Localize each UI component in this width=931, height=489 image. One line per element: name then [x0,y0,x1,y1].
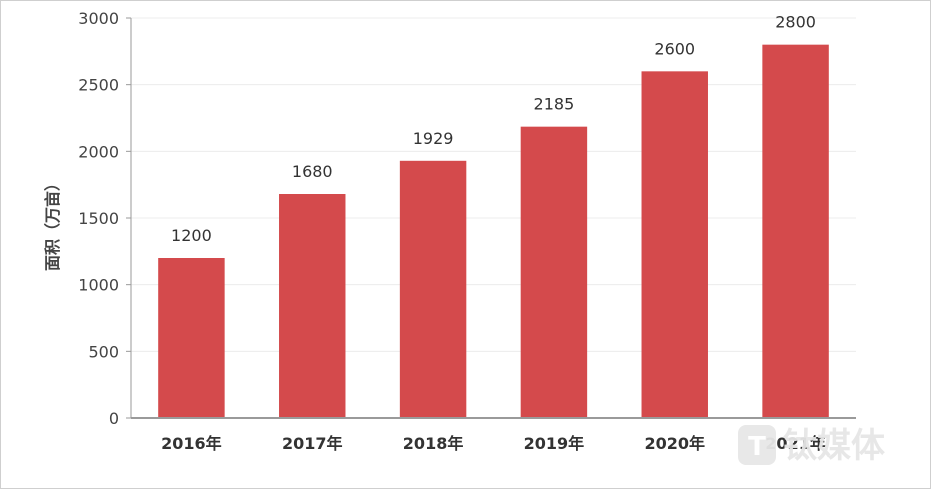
bar [279,194,346,418]
x-tick-label: 2020年 [644,434,705,453]
data-label: 1929 [413,129,454,148]
y-tick-label: 2000 [78,142,119,161]
data-label: 1680 [292,162,333,181]
bar [520,126,588,419]
y-tick-label: 1500 [78,209,119,228]
x-axis: 2016年 2017年 2018年 2019年 2020年 2021年 [131,417,856,453]
y-tick-label: 2500 [78,76,119,95]
bar [641,71,708,418]
gridlines [131,17,856,352]
data-label: 2800 [775,13,816,32]
watermark-logo-mark: T [748,432,766,462]
bar [762,44,829,419]
data-label: 2185 [534,95,575,114]
x-tick-label: 2016年 [161,434,222,453]
watermark-text: 钛媒体 [783,426,885,466]
y-tick-label: 1000 [78,276,119,295]
bar [158,258,225,418]
bars [158,44,829,419]
x-tick-label: 2018年 [403,434,464,453]
watermark-logo-icon [738,425,776,465]
x-tick-label: 2019年 [524,434,585,453]
x-tick-label: 2017年 [282,434,343,453]
y-tick-label: 500 [88,342,119,361]
data-labels: 1200 1680 1929 2185 2600 2800 [171,13,816,245]
y-tick-label: 3000 [78,9,119,28]
bar [399,160,467,419]
y-axis: 0 500 1000 1500 2000 2500 3000 [78,9,132,428]
data-label: 1200 [171,226,212,245]
y-axis-label: 面积（万亩） [43,175,62,271]
x-tick-label: 2021年 [765,434,826,453]
y-tick-label: 0 [109,409,119,428]
data-label: 2600 [654,39,695,58]
watermark: T 钛媒体 [738,425,885,466]
